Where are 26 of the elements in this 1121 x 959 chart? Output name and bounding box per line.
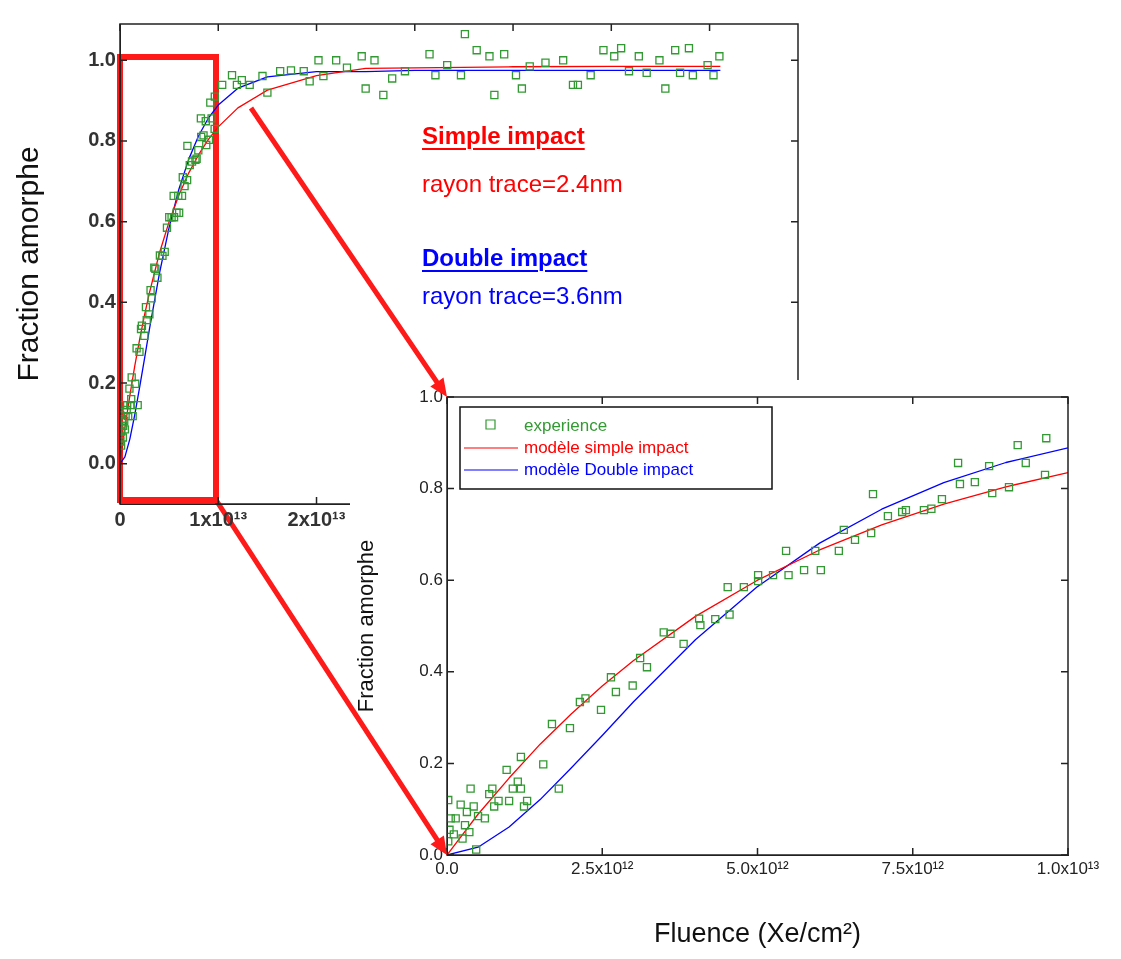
y-tick-label: 0.4 (419, 661, 443, 681)
x-tick-label: 7.5x10¹² (881, 858, 945, 878)
annotation: Simple impact (422, 122, 585, 150)
y-tick-label: 0.6 (88, 209, 116, 232)
y-tick-label: 0.0 (88, 451, 116, 474)
annotation: rayon trace=3.6nm (422, 282, 623, 310)
y-tick-label: 0.4 (88, 289, 117, 312)
legend-label: modèle simple impact (524, 437, 689, 457)
x-axis-title: Fluence (Xe/cm²) (653, 918, 862, 949)
y-tick-label: 0.2 (88, 370, 116, 393)
x-tick-label: 2x10¹³ (287, 507, 346, 530)
y-tick-label: 0.8 (88, 128, 116, 151)
y-tick-label: 0.8 (419, 478, 443, 498)
y-tick-label: 0.2 (419, 753, 443, 773)
annotation: rayon trace=2.4nm (422, 170, 623, 198)
y-axis-title: Fraction amorphe (11, 146, 45, 382)
legend-label: modèle Double impact (524, 459, 694, 479)
y-tick-label: 1.0 (88, 47, 116, 70)
y-tick-label: 0.6 (419, 569, 443, 589)
annotation: Double impact (422, 244, 588, 272)
x-tick-label: 0 (114, 507, 126, 530)
x-tick-label: 2.5x10¹² (571, 858, 634, 878)
x-tick-label: 1.0x10¹³ (1036, 858, 1100, 878)
y-axis-title: Fraction amorphe (353, 539, 379, 713)
x-tick-label: 5.0x10¹² (726, 858, 790, 878)
legend-label: experience (524, 415, 608, 435)
